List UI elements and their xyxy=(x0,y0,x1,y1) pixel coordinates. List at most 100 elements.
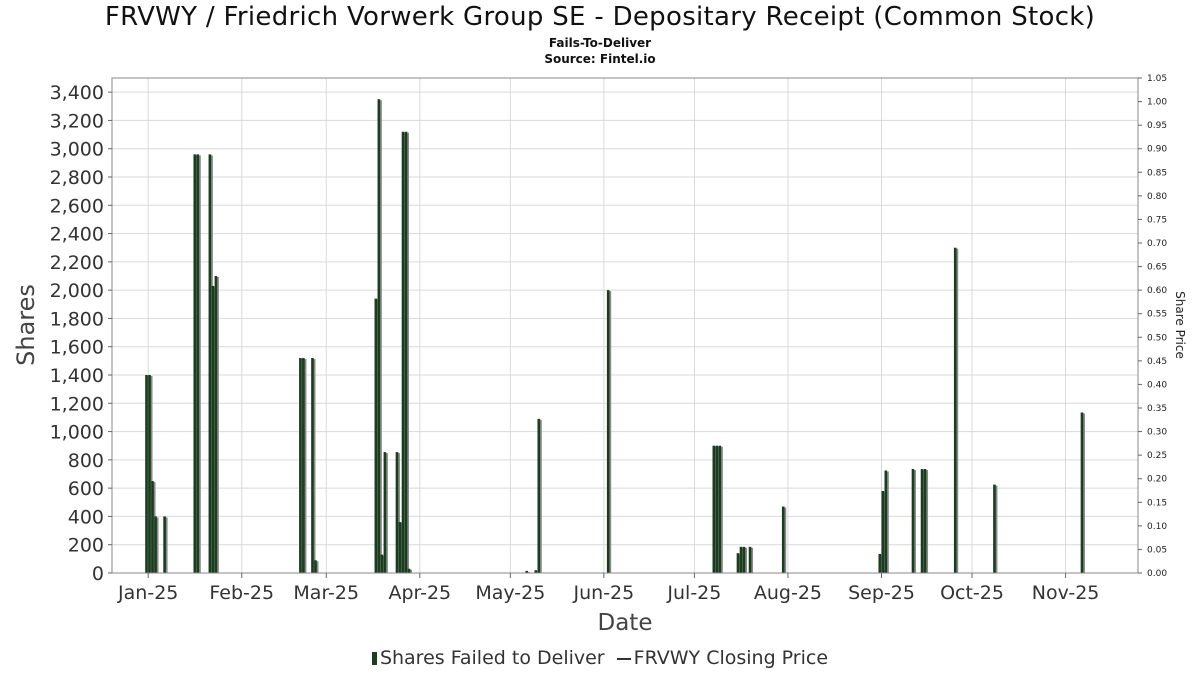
legend-item-bars[interactable]: Shares Failed to Deliver xyxy=(371,647,605,669)
y2-tick-label: 0.20 xyxy=(1147,475,1167,485)
ftd-bar xyxy=(151,481,154,573)
ftd-bar xyxy=(718,445,722,573)
y-tick-label: 2,000 xyxy=(50,280,104,302)
ftd-bar-shadow xyxy=(527,571,530,573)
x-tick-label: Nov-25 xyxy=(1032,582,1100,604)
ftd-bar xyxy=(606,290,610,573)
ftd-bar xyxy=(884,470,888,573)
ftd-bar xyxy=(748,546,752,573)
y2-tick-label: 1.00 xyxy=(1147,98,1167,108)
y-tick-label: 3,000 xyxy=(50,139,104,161)
ftd-bar xyxy=(781,506,785,573)
ftd-bar xyxy=(736,553,740,573)
y2-tick-label: 0.85 xyxy=(1147,168,1167,178)
ftd-bar xyxy=(196,154,200,573)
bar-swatch-icon xyxy=(371,652,377,665)
ftd-bar xyxy=(923,469,927,573)
ftd-bar-shadow xyxy=(995,485,998,573)
y2-tick-label: 0.50 xyxy=(1147,333,1167,343)
ftd-bar-shadow xyxy=(886,471,889,573)
x-tick-label: Mar-25 xyxy=(293,582,359,604)
ftd-bar xyxy=(404,131,408,573)
y2-axis-label: Share Price xyxy=(1173,291,1187,359)
ftd-bar-shadow xyxy=(744,547,747,573)
ftd-bar xyxy=(953,247,957,573)
ftd-bar xyxy=(534,570,538,573)
x-tick-label: Aug-25 xyxy=(754,582,822,604)
ftd-bar-shadow xyxy=(539,419,542,573)
y2-tick-label: 0.65 xyxy=(1147,263,1167,273)
ftd-bar xyxy=(1080,412,1084,573)
ftd-bar xyxy=(739,546,743,573)
chart-subtitle: Fails-To-Deliver xyxy=(548,36,652,50)
y2-tick-label: 0.10 xyxy=(1147,522,1167,532)
y-tick-label: 1,400 xyxy=(50,365,104,387)
y-tick-label: 2,400 xyxy=(50,224,104,246)
ftd-bar xyxy=(154,516,157,573)
x-tick-label: Oct-25 xyxy=(940,582,1004,604)
ftd-bar xyxy=(314,560,317,573)
legend-item-line[interactable]: FRVWY Closing Price xyxy=(616,647,828,669)
ftd-bar xyxy=(525,570,529,573)
y2-tick-label: 0.90 xyxy=(1147,145,1167,155)
y-tick-label: 1,600 xyxy=(50,337,104,359)
ftd-bar xyxy=(299,358,302,573)
x-tick-label: Jun-25 xyxy=(573,582,635,604)
x-tick-label: Feb-25 xyxy=(209,582,274,604)
y-tick-label: 400 xyxy=(68,506,104,528)
ftd-bar-shadow xyxy=(913,470,916,573)
y-tick-label: 2,600 xyxy=(50,195,104,217)
y-tick-label: 2,200 xyxy=(50,252,104,274)
y2-tick-label: 0.25 xyxy=(1147,451,1167,461)
ftd-bar xyxy=(163,516,166,573)
y2-tick-label: 0.45 xyxy=(1147,357,1167,367)
ftd-bar-shadow xyxy=(956,248,959,573)
ftd-bar xyxy=(742,546,746,573)
x-tick-label: Jul-25 xyxy=(666,582,721,604)
ftd-bar xyxy=(407,568,411,573)
x-tick-label: Sep-25 xyxy=(848,582,915,604)
x-tick-label: Jan-25 xyxy=(117,582,178,604)
ftd-bar xyxy=(377,99,381,573)
y-tick-label: 1,800 xyxy=(50,308,104,330)
plot-area-border xyxy=(111,77,1139,574)
x-axis-label: Date xyxy=(598,610,653,636)
y2-tick-label: 0.60 xyxy=(1147,286,1167,296)
ftd-bar-shadow xyxy=(397,453,400,573)
ftd-bar xyxy=(993,484,996,573)
ftd-bar-shadow xyxy=(379,100,382,573)
ftd-bar-shadow xyxy=(198,155,201,573)
legend-bars-label: Shares Failed to Deliver xyxy=(379,647,605,669)
ftd-bar xyxy=(211,285,215,573)
ftd-bar-shadow xyxy=(784,507,787,573)
y2-tick-label: 0.40 xyxy=(1147,380,1167,390)
y2-tick-label: 0.30 xyxy=(1147,428,1167,438)
y-tick-label: 800 xyxy=(68,450,104,472)
ftd-bar xyxy=(148,375,151,573)
y2-tick-label: 0.05 xyxy=(1147,545,1167,555)
y-tick-label: 3,200 xyxy=(50,110,104,132)
grid-lines xyxy=(112,78,1138,574)
ftd-bar xyxy=(374,298,378,573)
ftd-bar xyxy=(208,154,212,573)
y-tick-label: 200 xyxy=(68,535,104,557)
fails-to-deliver-chart: 0 200 400 600 800 1,000 1,200 1,400 1,600 1,800 2,… xyxy=(12,74,1187,636)
x-tick-label: Apr-25 xyxy=(388,582,451,604)
ftd-bar xyxy=(920,469,924,573)
ftd-bar xyxy=(311,358,314,573)
y2-tick-label: 0.80 xyxy=(1147,192,1167,202)
ftd-bar-shadow xyxy=(720,446,723,573)
ftd-bar xyxy=(881,490,885,573)
axes-group: 0 200 400 600 800 1,000 1,200 1,400 1,600 1,800 2,… xyxy=(50,74,1168,604)
y2-tick-label: 0.55 xyxy=(1147,310,1167,320)
ftd-bar-shadow xyxy=(385,453,388,573)
ftd-bar-shadow xyxy=(150,376,153,573)
ftd-bar xyxy=(401,131,405,573)
chart-title: FRVWY / Friedrich Vorwerk Group SE - Dep… xyxy=(104,2,1096,32)
y-axis-label: Shares xyxy=(12,284,40,366)
ftd-bar xyxy=(398,522,402,573)
y-tick-label: 600 xyxy=(68,478,104,500)
ftd-bar xyxy=(712,445,716,573)
y2-tick-label: 0.70 xyxy=(1147,239,1167,249)
ftd-bar xyxy=(383,452,387,573)
